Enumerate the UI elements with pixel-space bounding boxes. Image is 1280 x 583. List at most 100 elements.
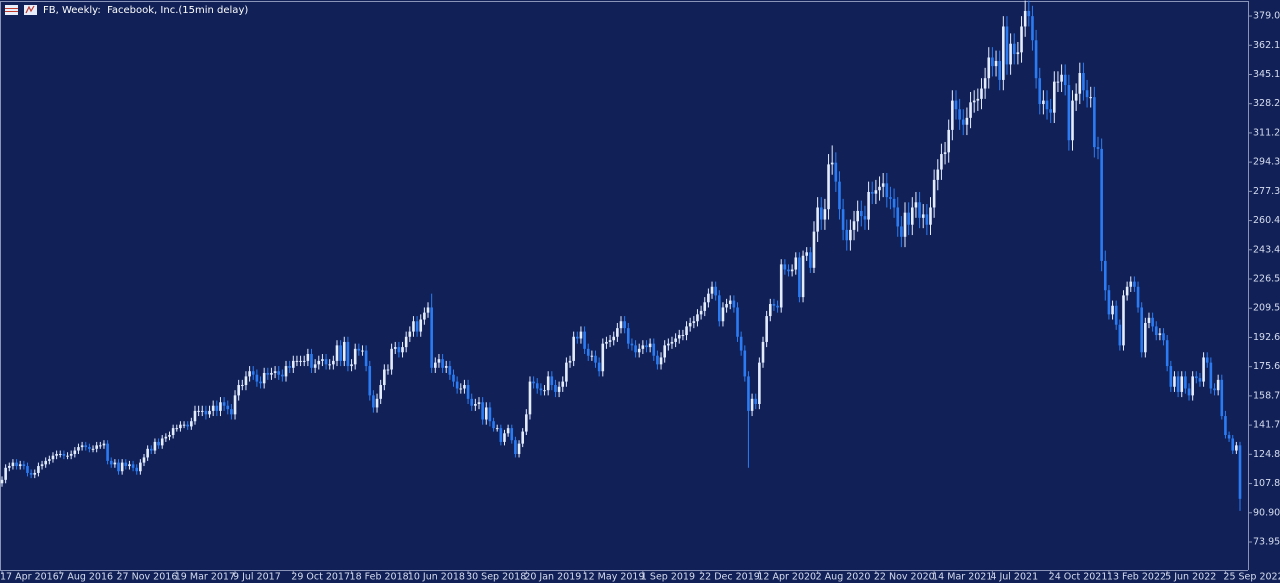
candle-body bbox=[768, 304, 772, 317]
candle-body bbox=[594, 355, 597, 363]
candle-body bbox=[430, 307, 433, 368]
candle-body bbox=[1107, 290, 1111, 315]
candle-body bbox=[827, 164, 830, 210]
candle-body bbox=[823, 209, 827, 220]
icon-line bbox=[25, 5, 35, 14]
candle-body bbox=[481, 402, 484, 420]
candle-body bbox=[477, 402, 481, 404]
candle-body bbox=[84, 445, 88, 448]
x-tick-label: 25 Sep 2022 bbox=[1223, 572, 1280, 583]
candle-body bbox=[139, 462, 142, 472]
candle-body bbox=[452, 374, 455, 382]
candle-body bbox=[940, 154, 943, 170]
candle-body bbox=[739, 336, 743, 351]
candle-body bbox=[605, 341, 608, 344]
candle-body bbox=[881, 183, 885, 187]
y-tick-label: 226.50 bbox=[1253, 274, 1280, 285]
candle-body bbox=[685, 326, 688, 336]
candle-body bbox=[579, 331, 583, 339]
candle-body bbox=[1191, 376, 1194, 396]
candle-body bbox=[736, 307, 739, 337]
candle-body bbox=[954, 100, 958, 110]
candle-body bbox=[353, 348, 357, 365]
candle-body bbox=[302, 360, 306, 362]
candle-body bbox=[466, 385, 470, 399]
candle-body bbox=[790, 269, 794, 272]
candle-body bbox=[15, 462, 18, 467]
candle-body bbox=[251, 371, 255, 375]
candle-body bbox=[816, 207, 819, 232]
candle-body bbox=[281, 374, 284, 377]
candle-body bbox=[80, 445, 84, 448]
candle-body bbox=[426, 307, 430, 313]
candle-body bbox=[943, 152, 947, 155]
candle-body bbox=[856, 210, 859, 222]
candle-body bbox=[765, 316, 768, 342]
x-tick-label: 5 Jun 2022 bbox=[1165, 572, 1216, 583]
candle-body bbox=[408, 331, 412, 337]
candle-body bbox=[561, 381, 565, 387]
candle-body bbox=[546, 376, 550, 391]
candle-body bbox=[488, 407, 492, 422]
y-tick-label: 73.95 bbox=[1253, 536, 1280, 547]
candle-body bbox=[667, 343, 670, 346]
candle-body bbox=[4, 467, 7, 480]
candle-body bbox=[255, 374, 259, 382]
candle-body bbox=[754, 398, 758, 404]
candle-body bbox=[1071, 100, 1074, 141]
candle-body bbox=[626, 328, 630, 344]
candle-body bbox=[550, 376, 554, 386]
y-tick-label: 260.40 bbox=[1253, 215, 1280, 226]
candle-body bbox=[648, 343, 652, 348]
candle-body bbox=[1078, 73, 1082, 94]
candle-body bbox=[1154, 326, 1158, 336]
candle-body bbox=[29, 472, 33, 475]
candle-body bbox=[714, 286, 717, 296]
x-tick-label: 12 May 2019 bbox=[583, 572, 645, 583]
candle-body bbox=[543, 390, 546, 392]
candle-body bbox=[510, 428, 514, 441]
candle-body bbox=[980, 88, 983, 99]
candle-body bbox=[368, 366, 372, 396]
y-tick-label: 277.35 bbox=[1253, 186, 1280, 197]
candle-body bbox=[284, 366, 288, 377]
candle-body bbox=[870, 191, 874, 194]
x-tick-label: 18 Feb 2018 bbox=[350, 572, 409, 583]
candle-body bbox=[641, 345, 645, 349]
candle-body bbox=[48, 459, 51, 461]
candle-body bbox=[102, 443, 106, 446]
candle-body bbox=[415, 321, 419, 332]
candle-body bbox=[586, 348, 590, 356]
candle-body bbox=[37, 466, 40, 473]
candle-body bbox=[1202, 357, 1205, 382]
candle-body bbox=[131, 464, 135, 468]
candle-body bbox=[91, 448, 95, 450]
x-tick-label: 4 Jul 2021 bbox=[990, 572, 1038, 583]
candle-body bbox=[1224, 416, 1227, 436]
candle-body bbox=[328, 364, 332, 366]
candle-body bbox=[1129, 281, 1133, 287]
x-tick-label: 22 Dec 2019 bbox=[699, 572, 760, 583]
x-tick-label: 9 Jul 2017 bbox=[233, 572, 281, 583]
candle-body bbox=[554, 385, 557, 392]
candle-body bbox=[1151, 317, 1154, 327]
candle-body bbox=[947, 129, 951, 153]
candle-body bbox=[208, 410, 211, 415]
x-tick-label: 29 Oct 2017 bbox=[291, 572, 350, 583]
candle-body bbox=[743, 350, 747, 377]
candle-body bbox=[259, 381, 262, 384]
candle-body bbox=[1187, 388, 1191, 396]
candle-body bbox=[841, 209, 845, 230]
candle-body bbox=[597, 362, 601, 372]
y-tick-label: 294.30 bbox=[1253, 157, 1280, 168]
candle-body bbox=[918, 202, 921, 218]
y-tick-label: 328.20 bbox=[1253, 98, 1280, 109]
candle-body bbox=[306, 354, 310, 361]
candle-body bbox=[128, 464, 131, 467]
candle-body bbox=[721, 307, 725, 322]
candle-body bbox=[1100, 148, 1103, 261]
y-tick-label: 107.85 bbox=[1253, 478, 1280, 489]
y-tick-label: 379.05 bbox=[1253, 11, 1280, 22]
candle-body bbox=[783, 264, 787, 270]
